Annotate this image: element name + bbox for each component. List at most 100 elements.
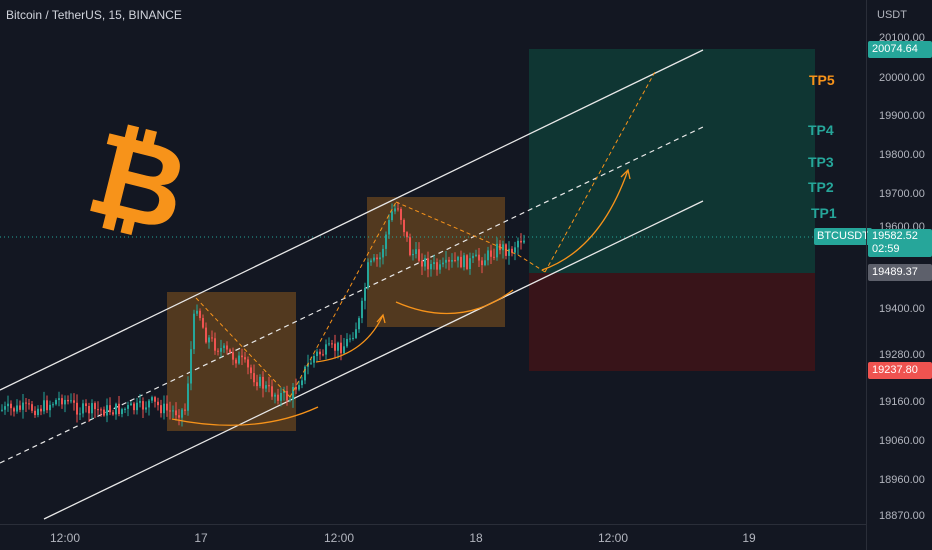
candle-body	[79, 413, 81, 415]
candle-body	[265, 385, 267, 389]
price-tick: 19900.00	[879, 110, 925, 122]
candle-body	[397, 208, 399, 210]
candle-body	[52, 404, 54, 406]
candle-body	[112, 412, 114, 415]
tp4-label: TP4	[808, 122, 834, 138]
candle-body	[130, 403, 132, 406]
candle-body	[103, 409, 105, 416]
curve-arrow-4	[541, 169, 629, 271]
candle-body	[82, 403, 84, 414]
candle-body	[187, 383, 189, 411]
chart-area[interactable]: ₿ Bitcoin / TetherUS, 15, BINANCE TP5 TP…	[0, 0, 872, 524]
candle-body	[436, 262, 438, 270]
candle-body	[382, 248, 384, 258]
candle-body	[46, 400, 48, 411]
channel-lower	[43, 200, 704, 520]
candle-body	[40, 408, 42, 412]
tp1-label: TP1	[811, 205, 837, 221]
candle-body	[163, 403, 165, 414]
candle-body	[490, 250, 492, 257]
candle-body	[208, 337, 210, 343]
candle-body	[298, 385, 300, 390]
candle-body	[331, 343, 333, 345]
candle-body	[91, 403, 93, 414]
projection-dash-2	[289, 201, 397, 398]
chart-canvas[interactable]: ₿	[0, 0, 866, 524]
candle-body	[145, 407, 147, 410]
candle-body	[178, 415, 180, 418]
candle-body	[469, 258, 471, 269]
candle-body	[319, 351, 321, 355]
candle-body	[295, 386, 297, 390]
candle-body	[217, 350, 219, 352]
candle-body	[520, 240, 522, 243]
current-price-value: 19582.52	[872, 230, 918, 242]
candle-body	[4, 406, 6, 410]
candle-body	[391, 211, 393, 221]
price-tick: 18870.00	[879, 510, 925, 522]
candle-body	[136, 402, 138, 411]
candle-body	[160, 405, 162, 414]
candle-body	[301, 380, 303, 386]
candle-body	[466, 255, 468, 269]
candle-body	[190, 349, 192, 384]
tp5-label: TP5	[809, 72, 835, 88]
candle-countdown: 02:59	[872, 243, 900, 255]
candle-body	[157, 401, 159, 406]
candle-body	[49, 404, 51, 411]
candle-body	[361, 300, 363, 319]
projection-dash-1	[195, 297, 291, 398]
candle-body	[418, 249, 420, 261]
time-tick: 12:00	[323, 531, 355, 545]
candle-body	[313, 356, 315, 363]
candle-body	[514, 247, 516, 253]
candle-body	[25, 402, 27, 404]
price-tick: 19700.00	[879, 188, 925, 200]
candle-body	[85, 403, 87, 407]
candle-body	[184, 409, 186, 411]
candle-body	[328, 343, 330, 345]
candle-body	[289, 399, 291, 401]
candle-body	[10, 403, 12, 409]
candle-body	[271, 386, 273, 397]
candlestick-series	[1, 201, 525, 427]
candle-body	[205, 327, 207, 343]
candle-body	[475, 254, 477, 256]
candle-body	[193, 313, 195, 350]
time-axis[interactable]: 12:00 17 12:00 18 12:00 19	[0, 524, 866, 550]
candle-body	[379, 257, 381, 260]
price-axis[interactable]: USDT 20100.00 20000.00 19900.00 19800.00…	[866, 0, 932, 550]
pattern-box-1	[167, 292, 296, 431]
candle-body	[430, 263, 432, 270]
candle-body	[310, 362, 312, 364]
candle-body	[334, 343, 336, 351]
candle-body	[517, 240, 519, 248]
candle-body	[343, 346, 345, 354]
candle-body	[22, 402, 24, 410]
candle-body	[304, 366, 306, 381]
price-tick: 19060.00	[879, 435, 925, 447]
target-price-tag: 20074.64	[868, 41, 932, 58]
candle-body	[166, 403, 168, 411]
candle-body	[415, 249, 417, 254]
price-tick: 19800.00	[879, 149, 925, 161]
candle-body	[43, 400, 45, 412]
candle-body	[133, 403, 135, 411]
candle-body	[67, 399, 69, 402]
candle-body	[202, 318, 204, 328]
time-tick: 19	[742, 531, 756, 545]
candle-body	[34, 410, 36, 416]
entry-price-tag: 19489.37	[868, 264, 932, 281]
candle-body	[409, 237, 411, 256]
candle-body	[16, 405, 18, 412]
candle-body	[307, 363, 309, 367]
candle-body	[172, 410, 174, 412]
candle-body	[226, 345, 228, 350]
candle-body	[118, 403, 120, 415]
price-tick: 19400.00	[879, 303, 925, 315]
candle-body	[508, 248, 510, 256]
candle-body	[58, 398, 60, 401]
candle-body	[376, 257, 378, 260]
candle-body	[421, 260, 423, 267]
candle-body	[232, 352, 234, 360]
